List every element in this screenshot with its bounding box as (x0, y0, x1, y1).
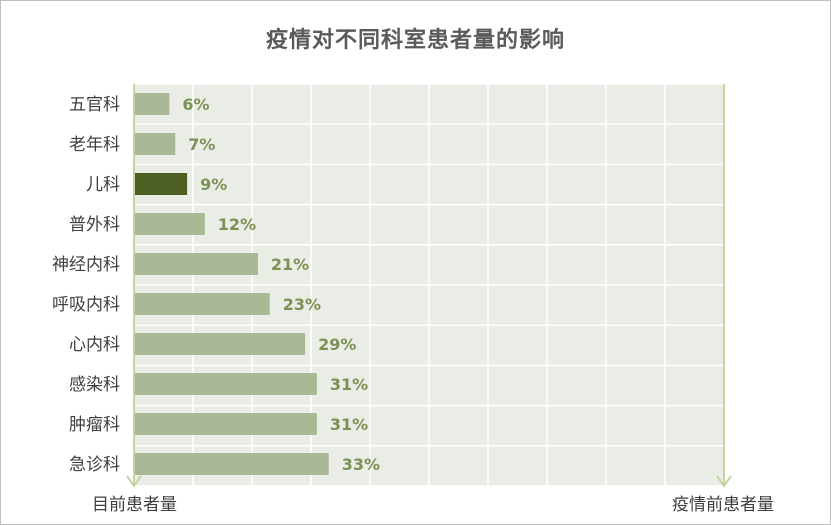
category-label: 普外科 (69, 215, 120, 235)
value-label: 12% (218, 215, 256, 234)
bar (134, 213, 205, 235)
bar (134, 333, 306, 355)
category-label: 心内科 (69, 335, 120, 355)
bar (134, 253, 258, 275)
value-label: 23% (283, 295, 321, 314)
axis-arrows (126, 84, 732, 488)
category-label: 神经内科 (52, 255, 120, 275)
left-axis-caption: 目前患者量 (92, 495, 177, 515)
value-label: 31% (330, 375, 368, 394)
bar (134, 453, 329, 475)
value-label: 31% (330, 415, 368, 434)
category-label: 感染科 (69, 375, 120, 395)
category-label: 儿科 (86, 175, 120, 195)
value-label: 9% (200, 175, 227, 194)
value-label: 6% (182, 95, 209, 114)
bar (134, 373, 317, 395)
category-label: 五官科 (69, 95, 120, 115)
value-label: 29% (318, 335, 356, 354)
bars: 五官科 6% 老年科 7% 儿科 9% 普外科 12% 神经内科 21% 呼吸内科 23% 心内科 29%… (52, 93, 380, 475)
value-label: 33% (342, 455, 380, 474)
bar (134, 293, 270, 315)
category-label: 老年科 (69, 135, 120, 155)
value-label: 21% (271, 255, 309, 274)
chart-title: 疫情对不同科室患者量的影响 (265, 28, 565, 53)
bar (134, 173, 188, 195)
right-axis-caption: 疫情前患者量 (672, 495, 774, 515)
right-arrow-head-icon (716, 475, 732, 488)
category-label: 呼吸内科 (52, 295, 120, 315)
left-arrow-head-icon (126, 475, 142, 488)
category-label: 肿瘤科 (69, 415, 120, 435)
value-label: 7% (188, 135, 215, 154)
bar (134, 413, 317, 435)
bar (134, 93, 170, 115)
category-label: 急诊科 (69, 455, 120, 475)
bar (134, 133, 176, 155)
